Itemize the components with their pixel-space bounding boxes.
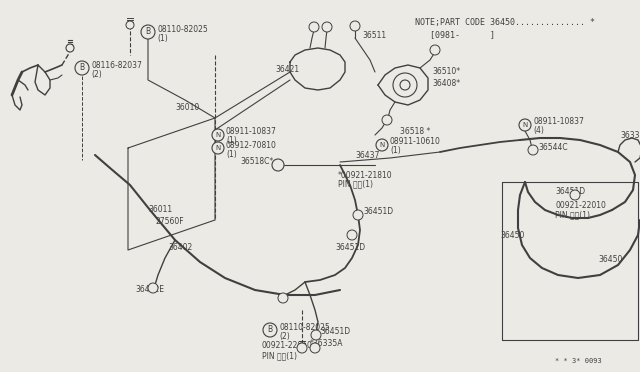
Text: *36335A: *36335A [310,340,344,349]
Text: (2): (2) [91,70,102,78]
Text: 36335A: 36335A [620,131,640,140]
Text: 36451D: 36451D [555,187,585,196]
Text: 36518C*: 36518C* [240,157,273,167]
Text: 36450: 36450 [500,231,524,240]
Circle shape [393,73,417,97]
Text: [0981-      ]: [0981- ] [430,30,495,39]
Circle shape [310,343,320,353]
Text: 36518 *: 36518 * [400,128,430,137]
Text: 36402: 36402 [168,244,192,253]
Circle shape [322,22,332,32]
Text: 36408*: 36408* [432,78,460,87]
Text: 36437: 36437 [355,151,380,160]
Circle shape [148,283,158,293]
Circle shape [309,22,319,32]
Text: (2): (2) [279,333,290,341]
Text: 36451D: 36451D [320,327,350,337]
Circle shape [75,61,89,75]
Circle shape [212,142,224,154]
Text: 36450: 36450 [598,256,622,264]
Text: (4): (4) [533,126,544,135]
Text: N: N [216,145,221,151]
Circle shape [400,80,410,90]
Circle shape [376,139,388,151]
Circle shape [350,21,360,31]
Text: N: N [522,122,527,128]
Text: 36402E: 36402E [135,285,164,295]
Circle shape [382,115,392,125]
Text: 08110-82025: 08110-82025 [279,323,330,331]
Text: B: B [145,28,150,36]
Text: 08911-10837: 08911-10837 [226,128,277,137]
Text: 08911-10837: 08911-10837 [533,118,584,126]
Circle shape [347,230,357,240]
Circle shape [66,44,74,52]
Text: B: B [79,64,84,73]
Circle shape [141,25,155,39]
Circle shape [311,330,321,340]
Circle shape [570,190,580,200]
Text: 27560F: 27560F [155,218,184,227]
Circle shape [519,119,531,131]
Text: (1): (1) [226,150,237,158]
Text: 08110-82025: 08110-82025 [157,25,208,33]
Text: 36510*: 36510* [432,67,460,77]
Circle shape [272,159,284,171]
Text: (1): (1) [390,147,401,155]
Circle shape [297,343,307,353]
Text: 36011: 36011 [148,205,172,215]
Text: B: B [268,326,273,334]
Text: 36451D: 36451D [335,243,365,251]
Circle shape [278,293,288,303]
Text: NOTE;PART CODE 36450.............. *: NOTE;PART CODE 36450.............. * [415,18,595,27]
Text: 08911-10610: 08911-10610 [390,138,441,147]
Circle shape [528,145,538,155]
Text: N: N [216,132,221,138]
Text: (1): (1) [157,33,168,42]
Circle shape [353,210,363,220]
Circle shape [212,129,224,141]
Text: 36451D: 36451D [363,208,393,217]
Circle shape [126,21,134,29]
Text: *00921-21810: *00921-21810 [338,170,392,180]
Text: PIN ピン(1): PIN ピン(1) [555,211,590,219]
Text: PIN ピン(1): PIN ピン(1) [262,352,297,360]
Text: 08116-82037: 08116-82037 [91,61,142,70]
Text: 08912-70810: 08912-70810 [226,141,277,150]
Text: * * 3* 0093: * * 3* 0093 [555,358,602,364]
Circle shape [430,45,440,55]
Text: 36511: 36511 [362,31,386,39]
Text: 36421: 36421 [275,65,299,74]
Text: 36010: 36010 [175,103,199,112]
Circle shape [263,323,277,337]
Text: (1): (1) [226,137,237,145]
Text: 36544C: 36544C [538,144,568,153]
Text: PIN ピン(1): PIN ピン(1) [338,180,373,189]
Text: N: N [380,142,385,148]
Text: 00921-22010: 00921-22010 [262,341,313,350]
Text: 00921-22010: 00921-22010 [555,201,606,209]
